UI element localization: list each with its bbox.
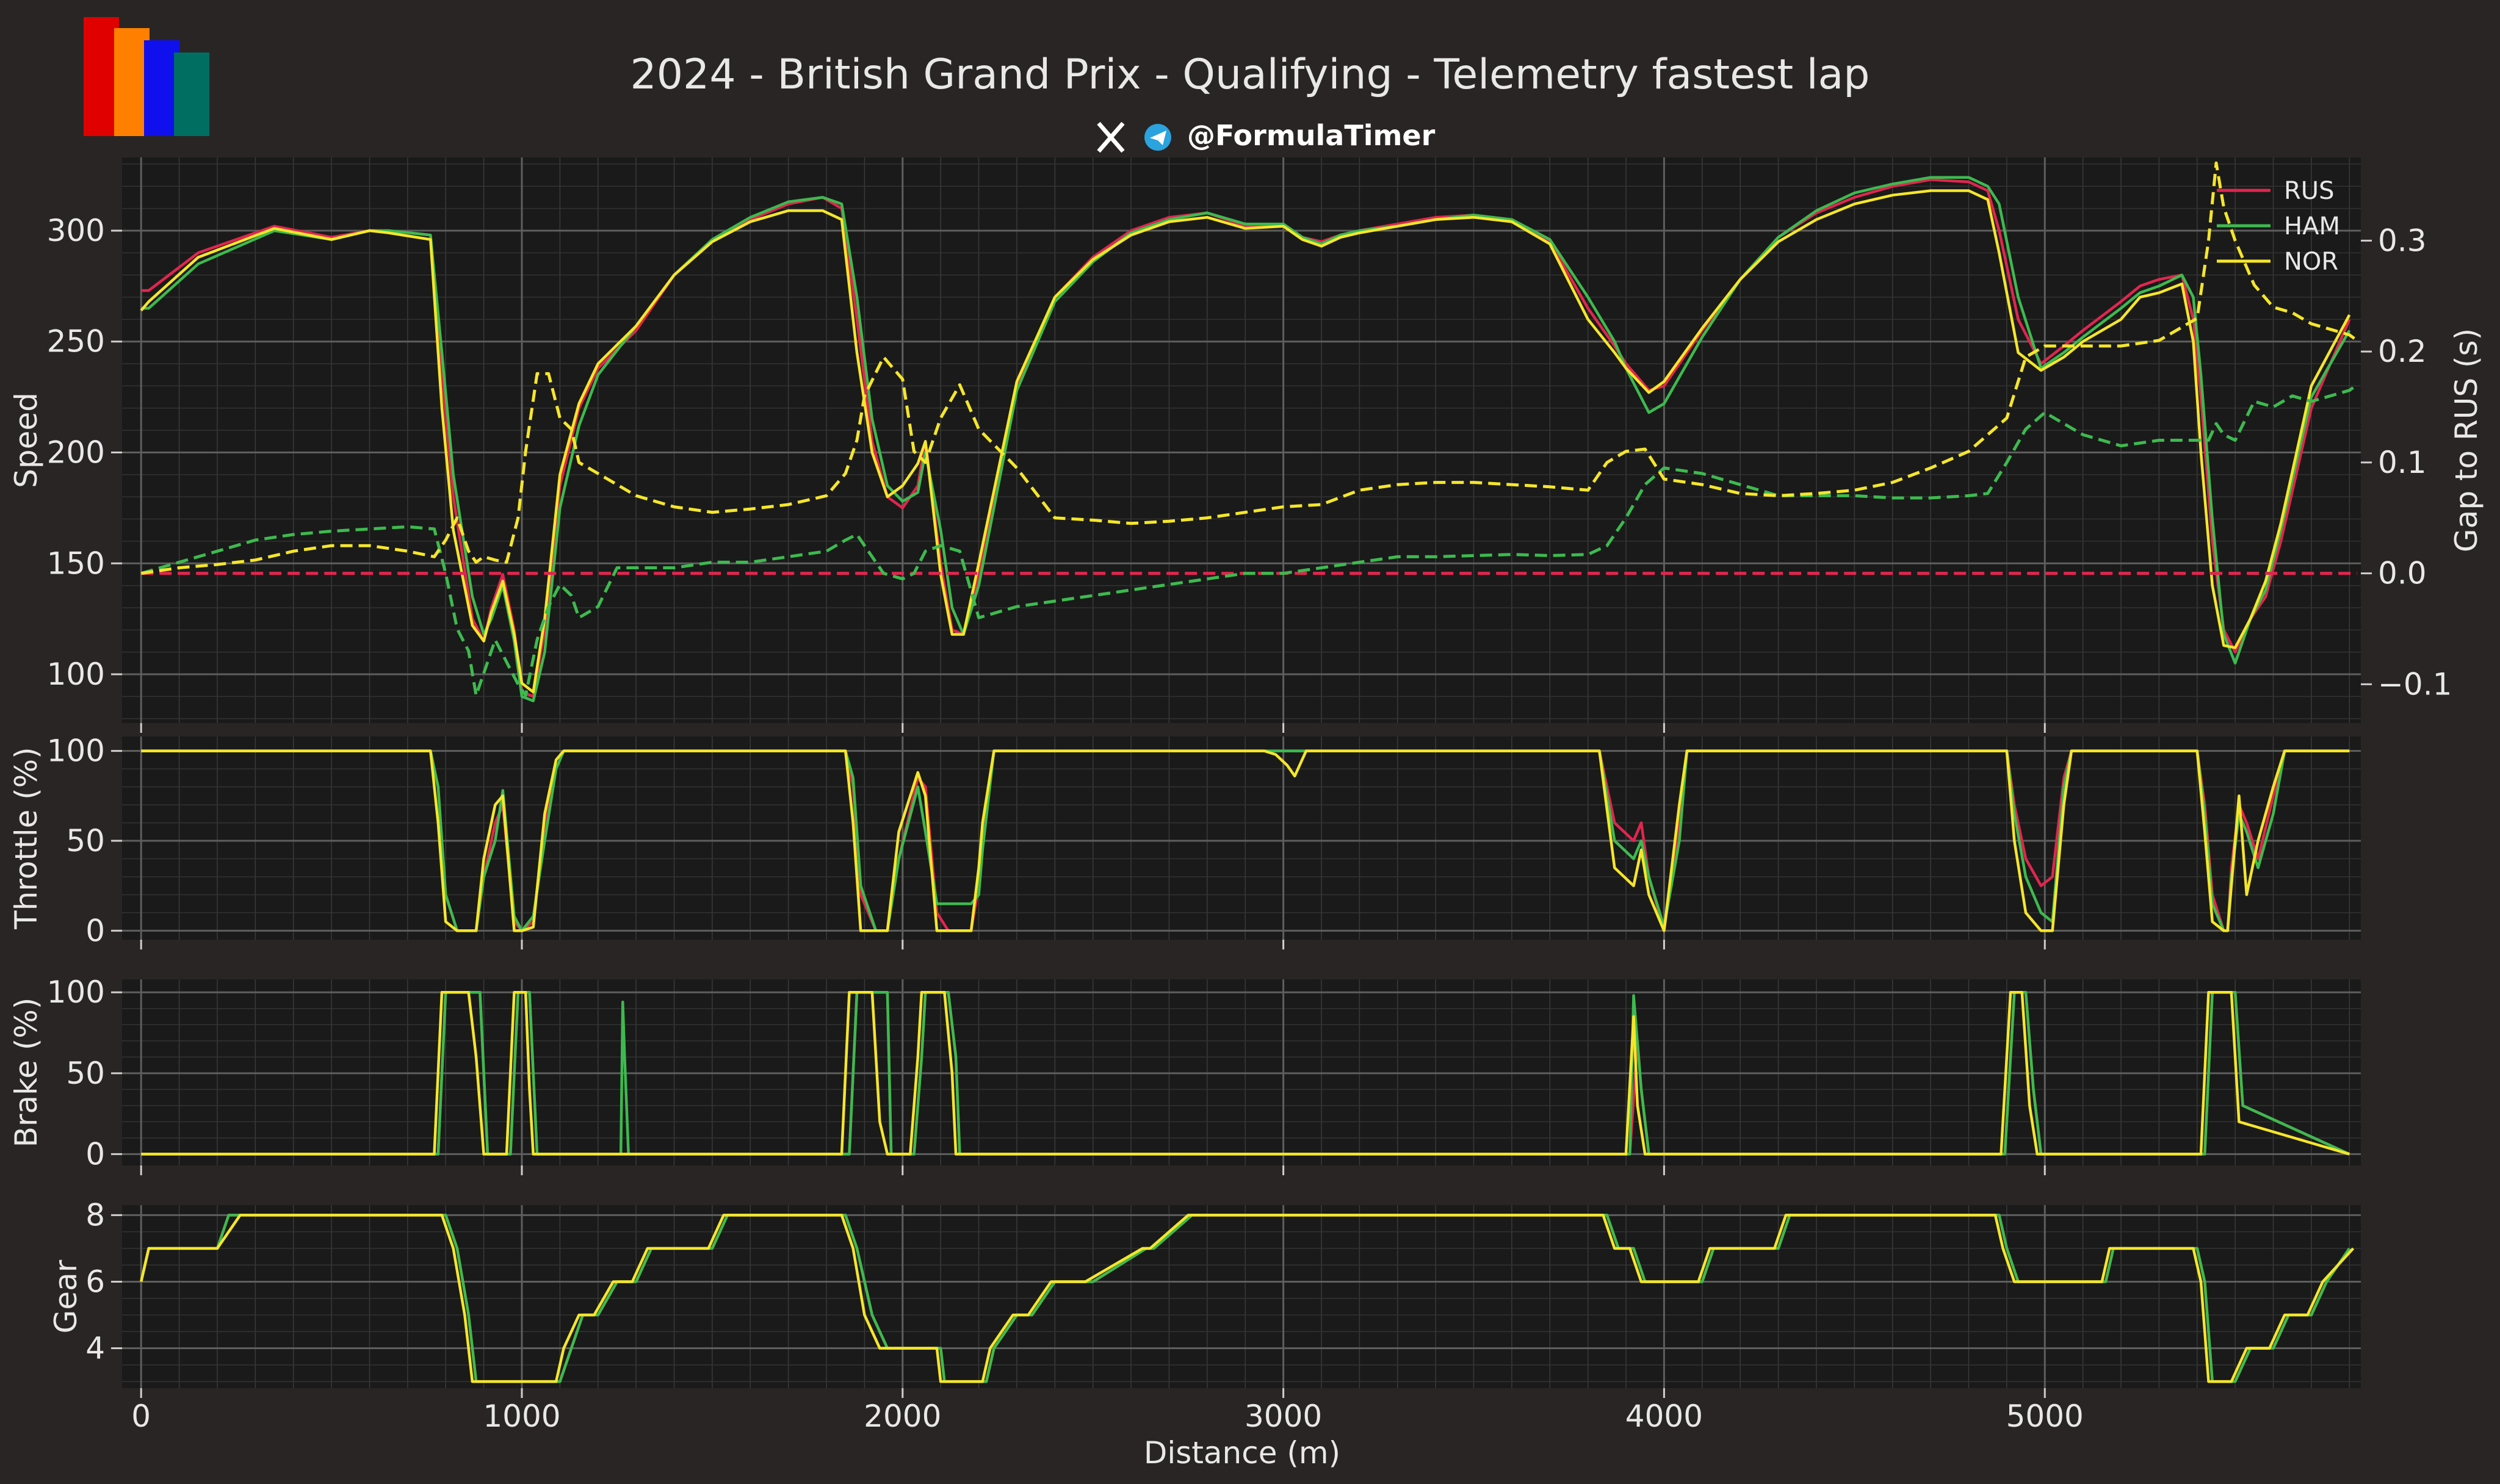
speed-panel: 100 150 200 250 300 Speed −0.1 0.0 0.1 0.2 0.3	[9, 157, 2452, 733]
x-tick-label: 0	[131, 1399, 151, 1434]
throttle-ytick-label: 100	[47, 733, 105, 769]
gear-ytick-label: 4	[85, 1331, 105, 1366]
series-nor-throttle	[141, 749, 2350, 932]
speed-ytick-label: 300	[47, 213, 105, 248]
throttle-ytick-label: 0	[85, 913, 105, 948]
speed-ytick-label: 150	[47, 546, 105, 581]
series-nor-brake	[141, 990, 2350, 1156]
gap-ytick-label: 0.2	[2378, 334, 2427, 369]
telegram-icon	[1144, 124, 1171, 151]
brake-ytick-label: 100	[47, 974, 105, 1010]
throttle-series-group	[141, 749, 2350, 932]
x-tick-label: 4000	[1625, 1399, 1703, 1434]
gear-ytick-label: 6	[85, 1264, 105, 1299]
x-tick-label: 3000	[1245, 1399, 1322, 1434]
legend-label-nor: NOR	[2284, 248, 2338, 276]
legend: RUS HAM NOR	[2217, 177, 2340, 276]
speed-ytick-label: 100	[47, 657, 105, 692]
gap-ytick-label: 0.0	[2378, 556, 2427, 591]
logo-bar-blue	[144, 40, 179, 136]
series-nor-speed	[140, 189, 2351, 694]
formula-timer-logo	[84, 17, 209, 136]
throttle-ytick-label: 50	[66, 823, 105, 859]
gear-series-group	[140, 1214, 2355, 1383]
brake-y-axis-label: Brake (%)	[9, 998, 44, 1148]
logo-bar-red	[84, 17, 119, 136]
speed-ytick-label: 250	[47, 324, 105, 359]
legend-label-ham: HAM	[2284, 212, 2340, 240]
logo-bar-teal	[174, 52, 209, 136]
logo-bar-orange	[114, 28, 150, 136]
gap-ytick-label: −0.1	[2378, 666, 2452, 702]
gear-ytick-label: 8	[85, 1197, 105, 1233]
gap-ytick-label: 0.3	[2378, 223, 2427, 258]
gap-axis-label: Gap to RUS (s)	[2449, 328, 2484, 552]
brake-series-group	[141, 990, 2350, 1156]
gap-ytick-label: 0.1	[2378, 445, 2427, 480]
x-tick-label: 2000	[864, 1399, 941, 1434]
x-axis-label: Distance (m)	[1144, 1435, 1340, 1471]
x-tick-label: 5000	[2006, 1399, 2084, 1434]
series-gap-ham-speed	[140, 383, 2358, 697]
social-handle: @FormulaTimer	[1187, 119, 1436, 152]
brake-ytick-label: 0	[85, 1136, 105, 1172]
series-gap-nor-speed	[140, 161, 2358, 575]
speed-series-group	[140, 161, 2358, 702]
gear-y-axis-label: Gear	[48, 1259, 84, 1333]
speed-ytick-label: 200	[47, 434, 105, 470]
speed-plot-area	[122, 157, 2361, 723]
chart-title: 2024 - British Grand Prix - Qualifying -…	[630, 51, 1870, 99]
series-nor-gear	[140, 1214, 2355, 1383]
brake-ytick-label: 50	[66, 1056, 105, 1091]
throttle-y-axis-label: Throttle (%)	[9, 747, 44, 930]
x-logo-icon	[1097, 121, 1125, 153]
gear-plot-area	[122, 1205, 2361, 1388]
legend-label-rus: RUS	[2284, 177, 2334, 205]
speed-y-axis-label: Speed	[9, 392, 44, 488]
x-tick-label: 1000	[483, 1399, 560, 1434]
